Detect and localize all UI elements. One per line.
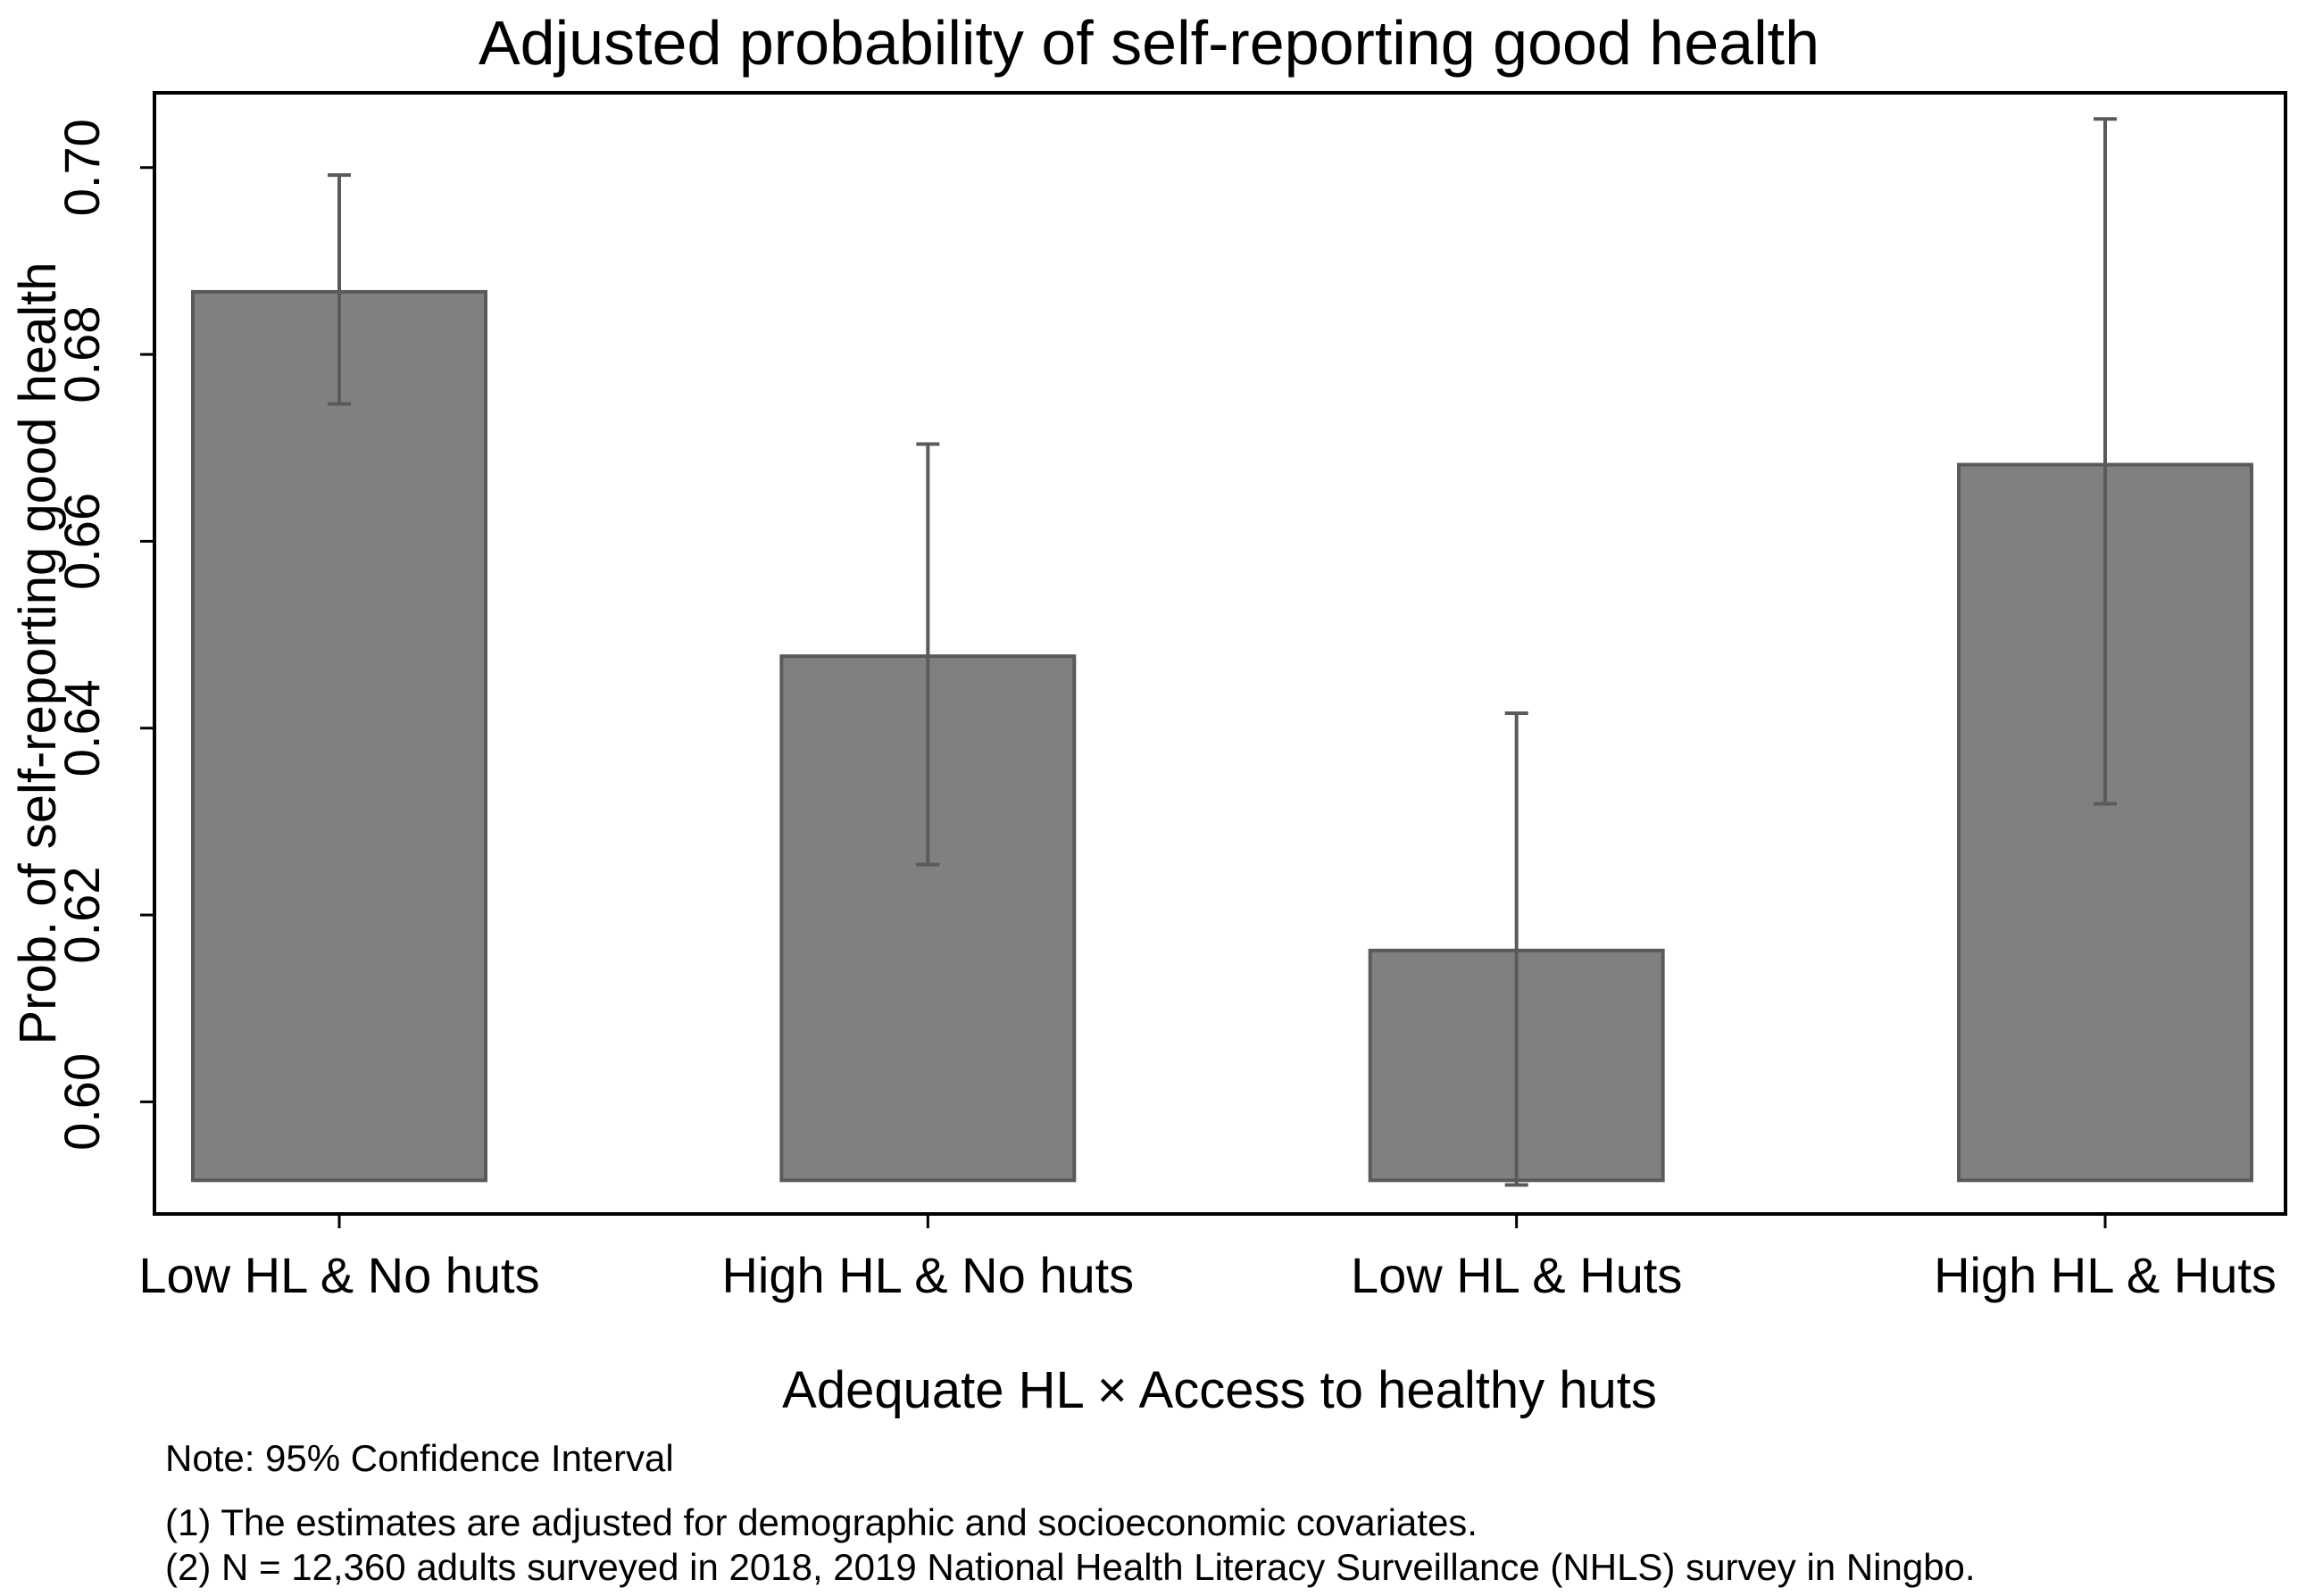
x-tick-label: Low HL & Huts: [1351, 1247, 1682, 1303]
plot-frame: [153, 91, 2287, 1216]
y-axis: 0.60 0.62 0.64 0.66 0.68 0.70: [54, 119, 154, 1151]
y-tick-label: 0.64: [54, 679, 110, 777]
note-adjustment: (1) The estimates are adjusted for demog…: [165, 1501, 1478, 1543]
x-axis: Low HL & No huts High HL & No huts Low HL …: [138, 1214, 2277, 1303]
note-confidence-interval: Note: 95% Confidence Interval: [165, 1437, 674, 1479]
y-tick-label: 0.62: [54, 867, 110, 964]
bar-series: [191, 289, 2253, 1183]
note-sample: (2) N = 12,360 adults surveyed in 2018, …: [165, 1546, 1976, 1588]
chart-title: Adjusted probability of self-reporting g…: [479, 8, 1819, 78]
y-tick-label: 0.68: [54, 306, 110, 403]
x-tick-label: High HL & Huts: [1934, 1247, 2277, 1303]
y-axis-label: Prob. of self-reporting good health: [9, 262, 67, 1045]
y-tick-label: 0.70: [54, 119, 110, 216]
y-tick-label: 0.66: [54, 493, 110, 590]
bar: [191, 289, 487, 1183]
x-tick-label: Low HL & No huts: [138, 1247, 539, 1303]
y-tick-label: 0.60: [54, 1053, 110, 1151]
error-bar-series: [328, 117, 2117, 1187]
x-axis-label: Adequate HL × Access to healthy huts: [782, 1361, 1657, 1419]
x-tick-label: High HL & No huts: [721, 1247, 1134, 1303]
